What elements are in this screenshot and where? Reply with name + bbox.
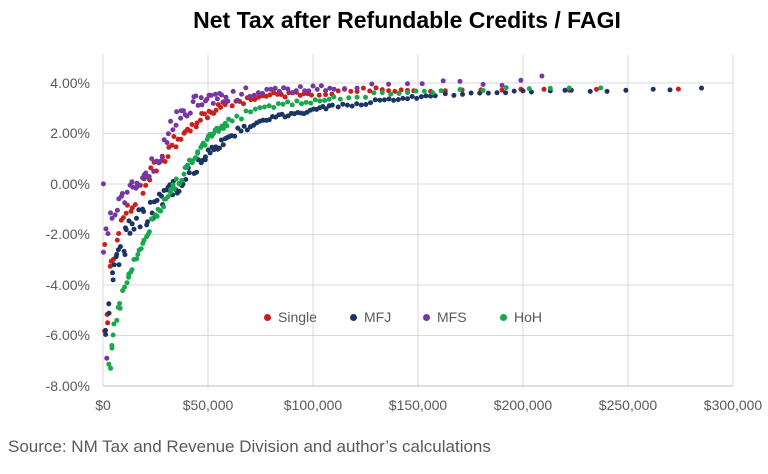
series-single-points xyxy=(102,85,681,334)
legend-label: MFS xyxy=(437,309,467,325)
series-hoh-points xyxy=(106,85,604,371)
y-tick-label: 2.00% xyxy=(50,125,90,142)
legend-marker-single xyxy=(264,313,271,321)
x-tick-label: $200,000 xyxy=(493,397,553,413)
source-note: Source: NM Tax and Revenue Division and … xyxy=(8,437,491,456)
x-tick-label: $0 xyxy=(95,397,111,413)
legend-item-single: Single xyxy=(264,309,317,325)
series-mfs-points xyxy=(100,73,545,361)
y-tick-label: -8.00% xyxy=(45,378,90,394)
x-tick-label: $300,000 xyxy=(703,397,763,413)
legend-marker-mfj xyxy=(350,313,357,321)
x-tick-label: $100,000 xyxy=(283,397,343,413)
y-tick-label: 0.00% xyxy=(50,175,90,192)
x-tick-label: $50,000 xyxy=(182,397,234,413)
legend-item-mfs: MFS xyxy=(423,309,467,325)
legend-marker-hoh xyxy=(500,313,507,321)
legend-item-hoh: HoH xyxy=(500,309,542,325)
chart-title: Net Tax after Refundable Credits / FAGI xyxy=(193,7,621,33)
y-tick-label: 4.00% xyxy=(50,74,90,91)
x-tick-label: $250,000 xyxy=(598,397,658,413)
legend-item-mfj: MFJ xyxy=(350,309,391,325)
y-tick-label: -4.00% xyxy=(45,276,90,293)
legend-label: Single xyxy=(278,309,317,325)
legend-label: MFJ xyxy=(364,309,392,325)
y-tick-label: -6.00% xyxy=(45,327,90,344)
legend-marker-mfs xyxy=(423,313,430,321)
y-tick-label: -2.00% xyxy=(45,226,90,243)
legend-label: HoH xyxy=(514,309,543,325)
x-tick-label: $150,000 xyxy=(388,397,448,413)
